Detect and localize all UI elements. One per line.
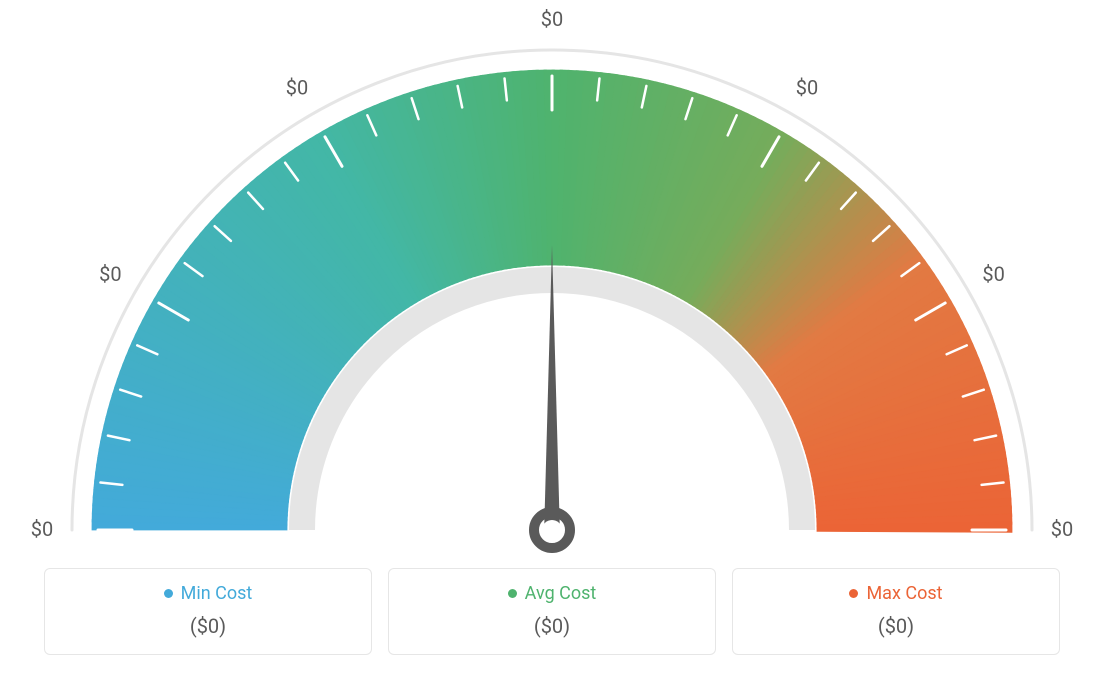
legend-value-avg: ($0): [389, 614, 715, 638]
svg-text:$0: $0: [982, 262, 1004, 286]
svg-text:$0: $0: [541, 7, 563, 31]
legend-dot-min: [164, 589, 173, 598]
svg-text:$0: $0: [286, 75, 308, 99]
legend-dot-max: [849, 589, 858, 598]
svg-text:$0: $0: [31, 517, 53, 541]
legend-box-avg: Avg Cost ($0): [388, 568, 716, 655]
svg-text:$0: $0: [796, 75, 818, 99]
svg-text:$0: $0: [99, 262, 121, 286]
legend-label-min: Min Cost: [181, 583, 253, 604]
legend-box-min: Min Cost ($0): [44, 568, 372, 655]
legend-dot-avg: [508, 589, 517, 598]
gauge-svg: $0 $0 $0 $0 $0 $0 $0: [0, 0, 1104, 560]
cost-gauge-chart: $0 $0 $0 $0 $0 $0 $0: [0, 0, 1104, 560]
svg-text:$0: $0: [1051, 517, 1073, 541]
legend-value-max: ($0): [733, 614, 1059, 638]
legend-value-min: ($0): [45, 614, 371, 638]
legend-row: Min Cost ($0) Avg Cost ($0) Max Cost ($0…: [0, 568, 1104, 655]
legend-label-avg: Avg Cost: [525, 583, 597, 604]
legend-box-max: Max Cost ($0): [732, 568, 1060, 655]
legend-label-max: Max Cost: [866, 583, 942, 604]
